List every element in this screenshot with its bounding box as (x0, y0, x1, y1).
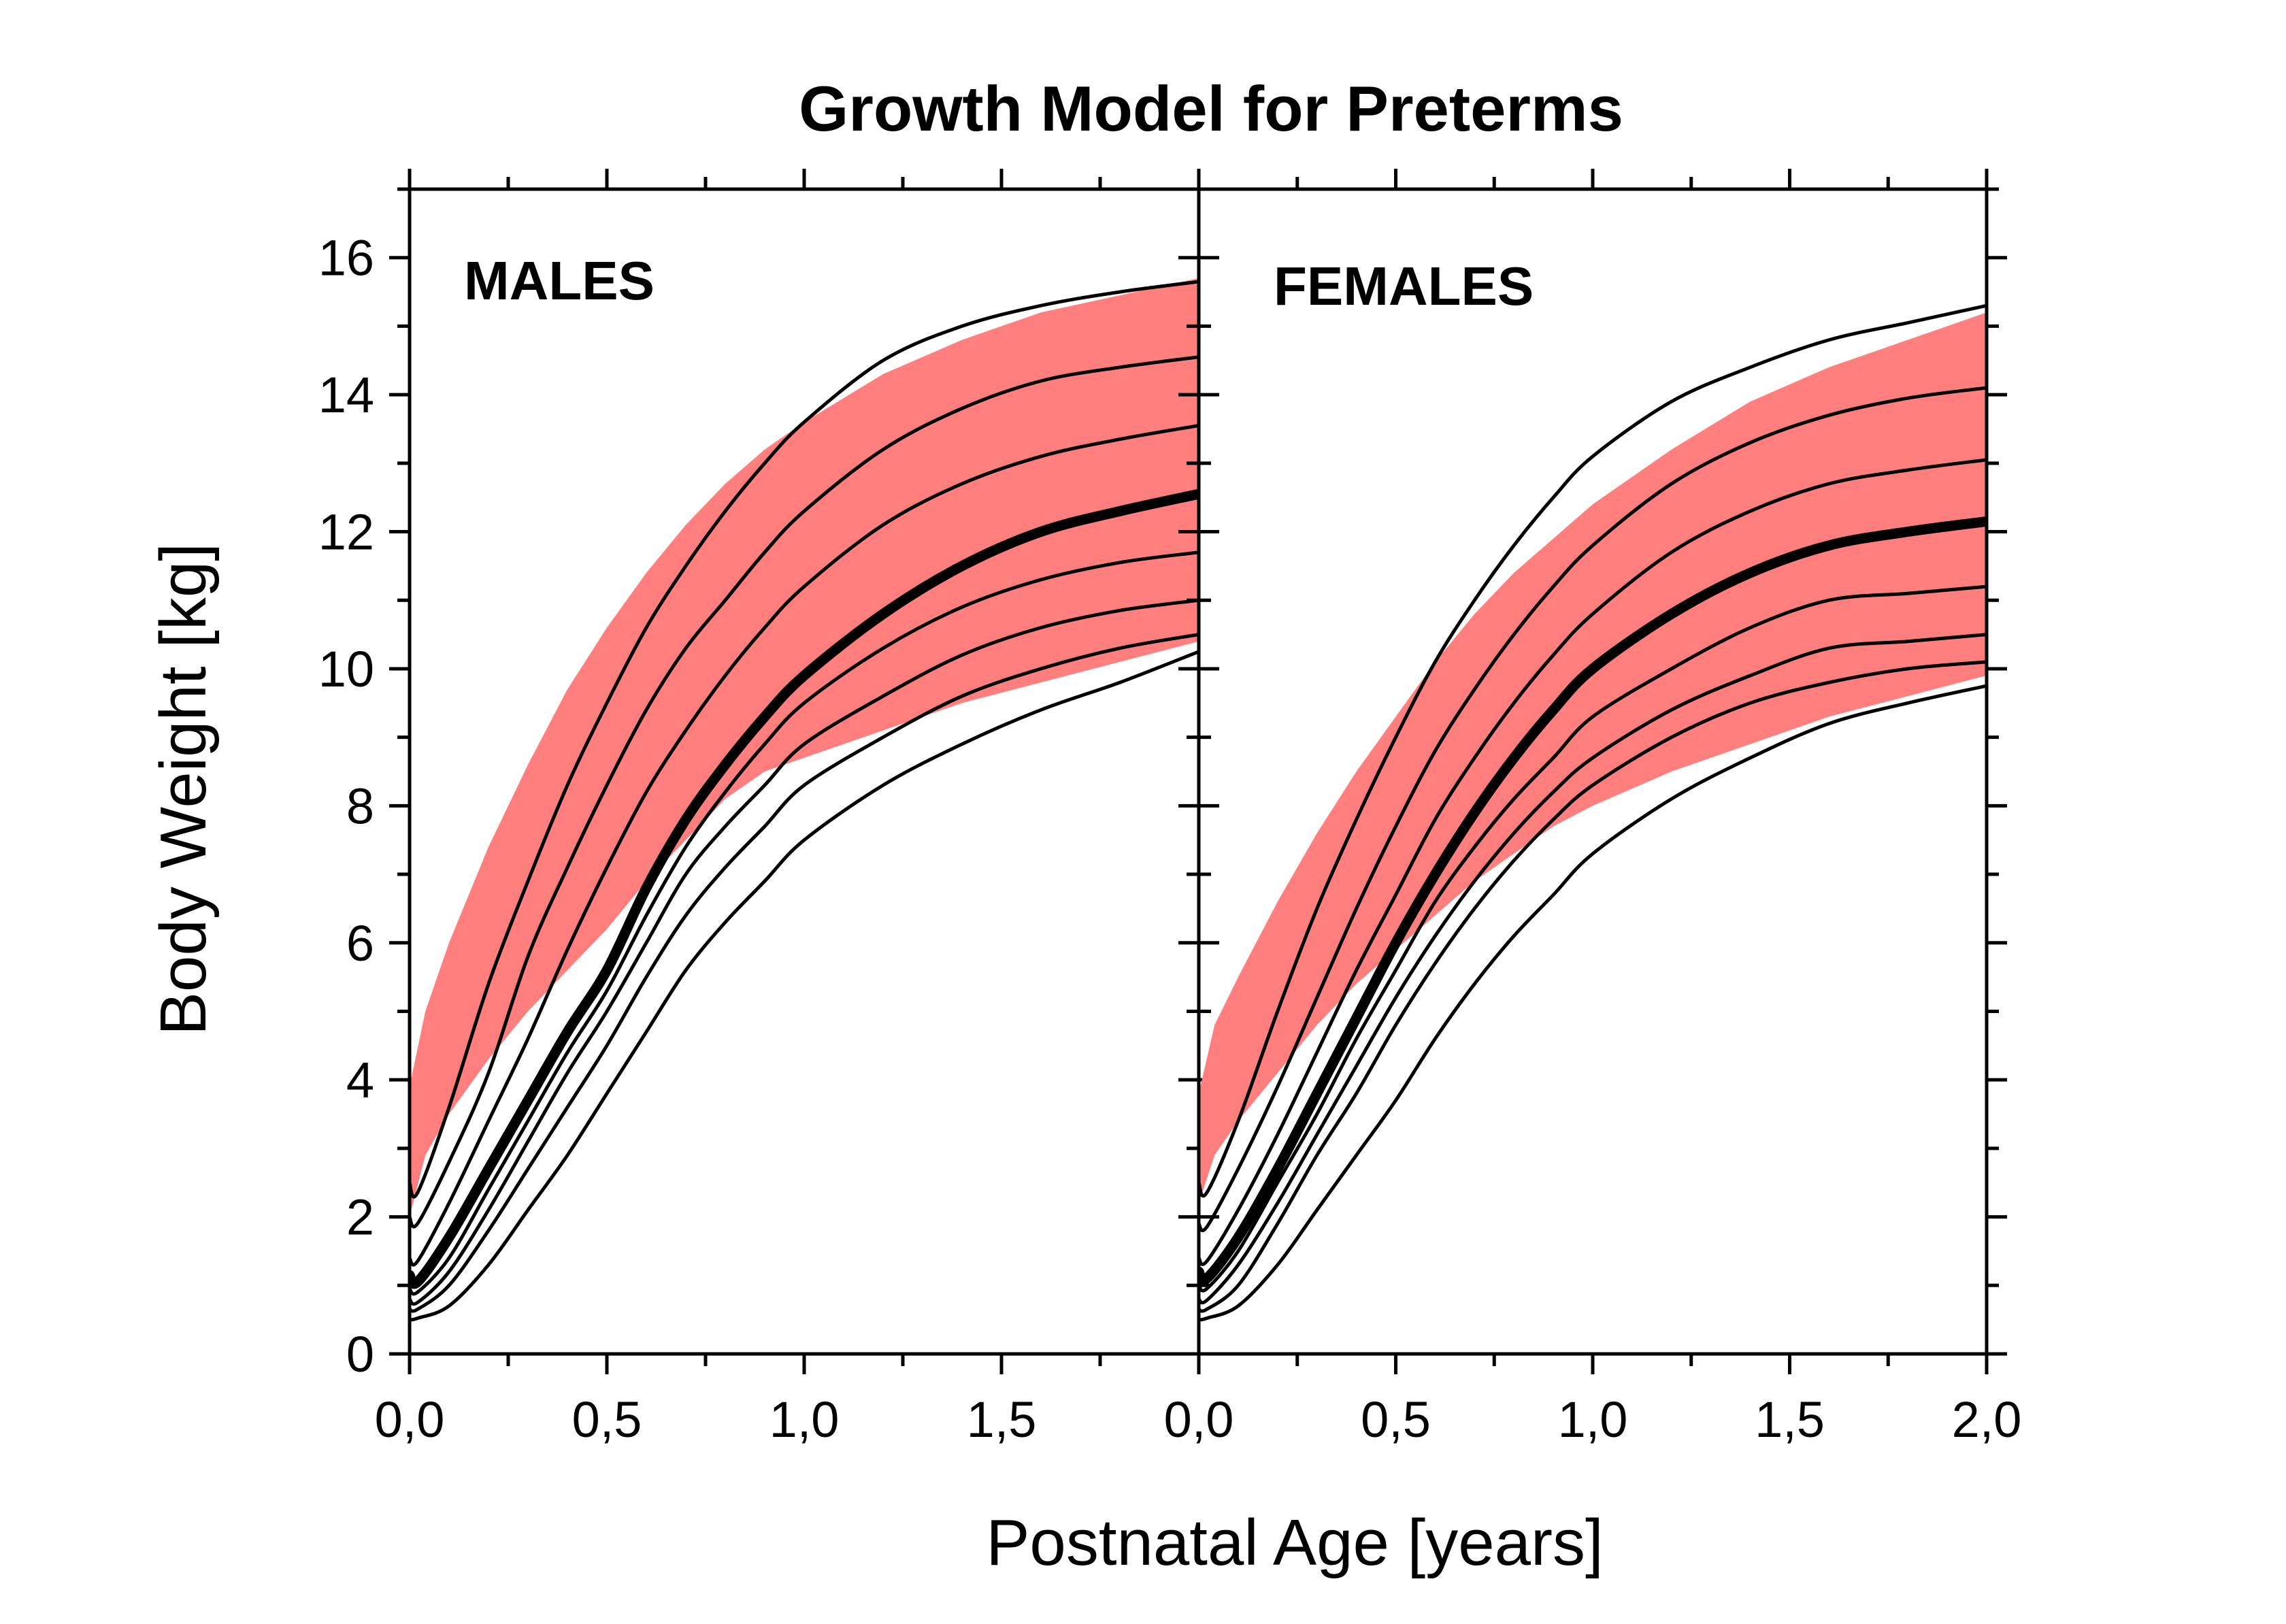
x-tick-label: 1,0 (1558, 1391, 1628, 1448)
x-tick-label: 1,5 (1755, 1391, 1825, 1448)
median-line-males-3 (410, 488, 1199, 1289)
panels-layer: 0,0 0,5 1,0 1,5 0 2 4 6 8 10 12 14 16 MALES 0,0 0,5 1,0 1… (318, 169, 2022, 1448)
y-tick-label: 6 (346, 915, 374, 972)
plot-area-males (410, 278, 1199, 1322)
y-tick-label: 10 (318, 641, 374, 697)
x-tick-label: 0,5 (572, 1391, 642, 1448)
percentile-line-males-5 (410, 598, 1199, 1306)
panel-females: 0,0 0,5 1,0 1,5 2,0 FEMALES (1164, 169, 2022, 1448)
percentile-line-females-6 (1199, 660, 1987, 1313)
y-tick-label: 4 (346, 1052, 374, 1108)
chart-title: Growth Model for Preterms (799, 73, 1623, 144)
percentile-line-females-0 (1199, 303, 1987, 1198)
percentile-line-males-2 (410, 423, 1199, 1267)
x-tick-label: 0,5 (1361, 1391, 1431, 1448)
y-tick-label: 14 (318, 367, 374, 423)
x-tick-label: 1,0 (769, 1391, 840, 1448)
panel-label-females: FEMALES (1274, 256, 1534, 316)
percentile-line-females-7 (1199, 684, 1987, 1322)
y-axis-title: Body Weight [kg] (147, 543, 220, 1035)
percentile-line-males-4 (410, 550, 1199, 1296)
y-tick-label: 16 (318, 230, 374, 286)
x-tick-label: 1,5 (967, 1391, 1037, 1448)
plot-area-females (1199, 303, 1987, 1322)
percentile-line-females-1 (1199, 386, 1987, 1233)
panel-label-males: MALES (464, 250, 655, 311)
y-tick-label: 12 (318, 504, 374, 561)
percentile-band-males (410, 278, 1199, 1217)
panel-males: 0,0 0,5 1,0 1,5 0 2 4 6 8 10 12 14 16 MALES (318, 169, 1219, 1448)
y-tick-label: 8 (346, 778, 374, 834)
x-tick-label: 0,0 (1164, 1391, 1234, 1448)
x-tick-label: 0,0 (375, 1391, 445, 1448)
x-tick-label: 2,0 (1952, 1391, 2022, 1448)
y-tick-label: 2 (346, 1189, 374, 1246)
percentile-line-females-4 (1199, 584, 1987, 1293)
x-axis-title: Postnatal Age [years] (986, 1506, 1603, 1579)
percentile-line-females-5 (1199, 633, 1987, 1305)
percentile-line-males-6 (410, 633, 1199, 1313)
y-tick-label: 0 (346, 1326, 374, 1382)
percentile-line-females-2 (1199, 458, 1987, 1266)
percentile-line-males-0 (410, 280, 1199, 1199)
percentile-line-males-1 (410, 355, 1199, 1229)
median-line-females-3 (1199, 516, 1987, 1285)
percentile-line-males-7 (410, 650, 1199, 1322)
